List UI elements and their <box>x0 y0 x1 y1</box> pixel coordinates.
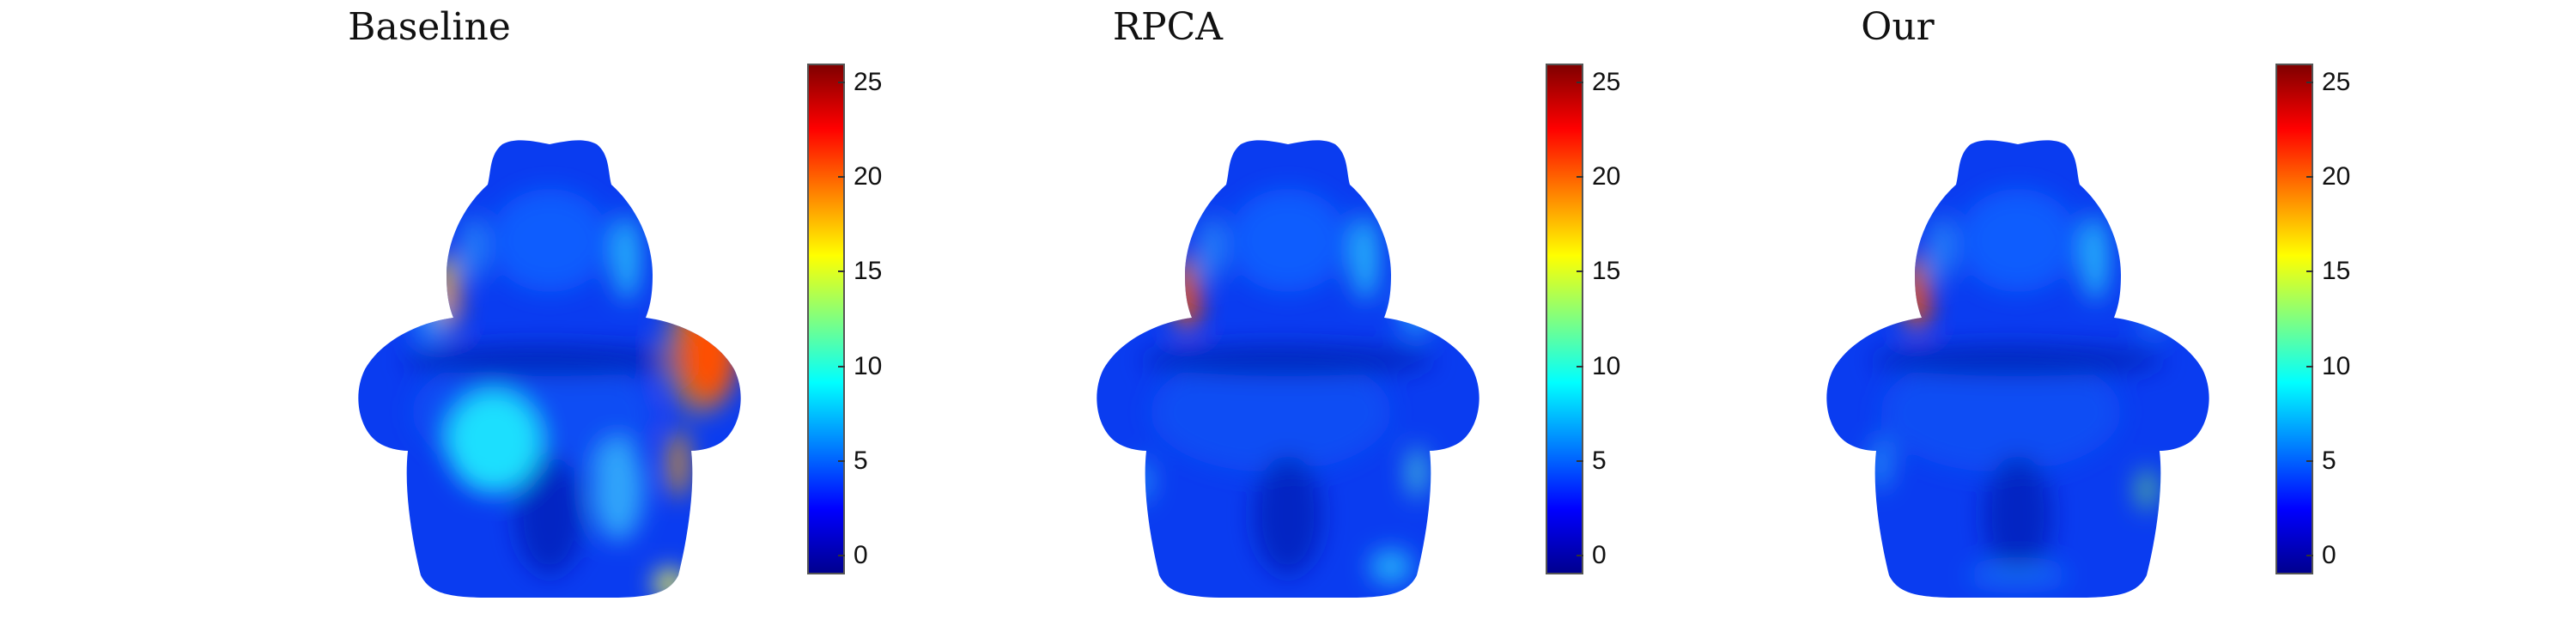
colorbar-tick-mark <box>838 176 845 179</box>
colorbar-tick-label: 10 <box>2322 351 2351 380</box>
colorbar-tick-label: 20 <box>854 162 883 191</box>
colorbar <box>1546 64 1583 574</box>
colorbar <box>2275 64 2313 574</box>
mesh-figure <box>1097 140 1479 598</box>
colorbar-tick-mark <box>838 270 845 273</box>
colorbar-tick-mark <box>2306 365 2313 368</box>
colorbar-tick-mark <box>838 82 845 84</box>
colorbar-tick-mark <box>2306 82 2313 84</box>
colorbar-tick-mark <box>2306 554 2313 556</box>
colorbar-tick-label: 15 <box>1592 257 1621 286</box>
colorbar-tick-mark <box>1577 365 1583 368</box>
colorbar-tick-label: 15 <box>2322 257 2351 286</box>
colorbar-tick-mark <box>2306 270 2313 273</box>
panel-baseline: Baseline 0 5 10 15 20 25 <box>0 0 882 644</box>
panel-title: RPCA <box>1112 5 1224 49</box>
colorbar-tick-mark <box>1577 82 1583 84</box>
colorbar-tick-mark <box>838 554 845 556</box>
colorbar-tick-mark <box>1577 459 1583 462</box>
colorbar-tick-label: 25 <box>2322 68 2351 97</box>
colorbar-tick-label: 15 <box>854 257 883 286</box>
bear-mesh <box>1826 140 2209 598</box>
colorbar-tick-mark <box>838 459 845 462</box>
colorbar-tick-label: 10 <box>854 351 883 380</box>
colorbar-tick-mark <box>1577 554 1583 556</box>
mesh-figure <box>358 140 741 598</box>
colorbar-tick-label: 0 <box>1592 540 1607 569</box>
colorbar-tick-mark <box>2306 176 2313 179</box>
colorbar-tick-mark <box>1577 270 1583 273</box>
colorbar-tick-label: 5 <box>854 446 868 475</box>
colorbar-tick-label: 0 <box>854 540 868 569</box>
bear-mesh <box>358 140 741 598</box>
colorbar-tick-label: 20 <box>2322 162 2351 191</box>
colorbar-tick-label: 10 <box>1592 351 1621 380</box>
colorbar-tick-mark <box>2306 459 2313 462</box>
colorbar-tick-label: 5 <box>1592 446 1607 475</box>
colorbar-tick-label: 0 <box>2322 540 2336 569</box>
colorbar-tick-label: 20 <box>1592 162 1621 191</box>
bear-mesh <box>1097 140 1479 598</box>
panel-title: Our <box>1861 5 1935 49</box>
panel-our: Our 0 5 10 15 20 25 <box>1468 0 2350 644</box>
mesh-figure <box>1826 140 2209 598</box>
colorbar-tick-label: 25 <box>1592 68 1621 97</box>
panel-title: Baseline <box>348 5 511 49</box>
colorbar-tick-label: 25 <box>854 68 883 97</box>
colorbar-tick-mark <box>1577 176 1583 179</box>
colorbar-tick-label: 5 <box>2322 446 2336 475</box>
colorbar-tick-mark <box>838 365 845 368</box>
colorbar <box>807 64 845 574</box>
panel-rpca: RPCA 0 5 10 15 20 25 <box>738 0 1620 644</box>
